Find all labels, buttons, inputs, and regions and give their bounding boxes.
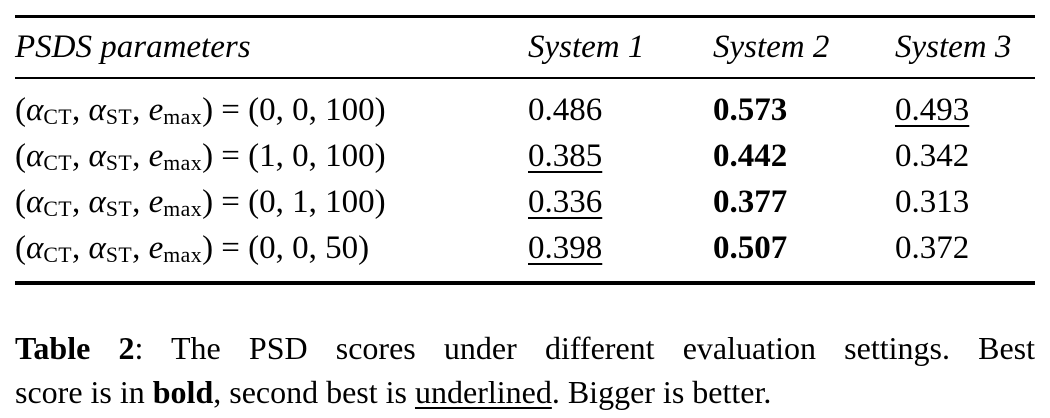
header-row: PSDS parameters System 1 System 2 System… bbox=[15, 16, 1035, 79]
alpha-symbol: α bbox=[88, 230, 106, 266]
score-cell: 0.486 bbox=[528, 78, 713, 133]
separator: , bbox=[132, 230, 149, 266]
score-value: 0.507 bbox=[713, 230, 788, 266]
e-symbol: e bbox=[148, 184, 164, 220]
score-value: 0.372 bbox=[895, 230, 970, 266]
subscript-ct: CT bbox=[43, 150, 73, 175]
open-paren: ( bbox=[15, 184, 26, 220]
score-cell: 0.342 bbox=[895, 133, 1035, 179]
separator: , bbox=[132, 184, 149, 220]
score-value: 0.313 bbox=[895, 184, 970, 220]
alpha-symbol: α bbox=[88, 184, 106, 220]
score-value: 0.377 bbox=[713, 184, 788, 220]
open-paren: ( bbox=[15, 92, 26, 128]
alpha-symbol: α bbox=[26, 138, 44, 174]
subscript-st: ST bbox=[105, 196, 133, 221]
alpha-symbol: α bbox=[26, 92, 44, 128]
equals-sign: ) = bbox=[202, 138, 249, 174]
score-cell: 0.313 bbox=[895, 179, 1035, 225]
caption-segment: . Bigger is better. bbox=[551, 374, 772, 410]
score-value: 0.573 bbox=[713, 92, 788, 128]
caption-line-1: Table 2: The PSD scores under different … bbox=[15, 326, 1035, 370]
subscript-max: max bbox=[163, 242, 203, 267]
score-value: 0.486 bbox=[528, 92, 603, 128]
score-cell: 0.336 bbox=[528, 179, 713, 225]
subscript-st: ST bbox=[105, 150, 133, 175]
score-cell: 0.507 bbox=[713, 225, 895, 283]
alpha-symbol: α bbox=[88, 138, 106, 174]
score-cell: 0.442 bbox=[713, 133, 895, 179]
score-value: 0.385 bbox=[528, 138, 603, 174]
table-row: (αCT, αST, emax) = (0, 0, 50) 0.398 0.507 0… bbox=[15, 225, 1035, 283]
alpha-symbol: α bbox=[26, 184, 44, 220]
table-row: (αCT, αST, emax) = (0, 0, 100) 0.486 0.573… bbox=[15, 78, 1035, 133]
score-cell: 0.573 bbox=[713, 78, 895, 133]
subscript-st: ST bbox=[105, 104, 133, 129]
separator: , bbox=[72, 138, 89, 174]
header-system-2: System 2 bbox=[713, 16, 895, 79]
open-paren: ( bbox=[15, 230, 26, 266]
alpha-symbol: α bbox=[26, 230, 44, 266]
setting-tuple: (0, 0, 50) bbox=[248, 230, 370, 266]
separator: , bbox=[132, 138, 149, 174]
table-row: (αCT, αST, emax) = (0, 1, 100) 0.336 0.377… bbox=[15, 179, 1035, 225]
setting-tuple: (0, 0, 100) bbox=[248, 92, 386, 128]
subscript-st: ST bbox=[105, 242, 133, 267]
caption-segment: : The PSD scores under different evaluat… bbox=[134, 330, 1036, 366]
param-cell: (αCT, αST, emax) = (0, 1, 100) bbox=[15, 179, 528, 225]
table-row: (αCT, αST, emax) = (1, 0, 100) 0.385 0.442… bbox=[15, 133, 1035, 179]
separator: , bbox=[72, 230, 89, 266]
alpha-symbol: α bbox=[88, 92, 106, 128]
header-psds-parameters: PSDS parameters bbox=[15, 16, 528, 79]
score-value: 0.342 bbox=[895, 138, 970, 174]
score-cell: 0.493 bbox=[895, 78, 1035, 133]
equals-sign: ) = bbox=[202, 230, 249, 266]
e-symbol: e bbox=[148, 230, 164, 266]
param-cell: (αCT, αST, emax) = (0, 0, 100) bbox=[15, 78, 528, 133]
subscript-ct: CT bbox=[43, 104, 73, 129]
caption-line-2: score is in bold, second best is underli… bbox=[15, 370, 1035, 414]
score-value: 0.493 bbox=[895, 92, 970, 128]
open-paren: ( bbox=[15, 138, 26, 174]
subscript-max: max bbox=[163, 150, 203, 175]
psds-scores-table: PSDS parameters System 1 System 2 System… bbox=[15, 15, 1035, 285]
caption-segment: underlined bbox=[414, 374, 552, 410]
score-cell: 0.372 bbox=[895, 225, 1035, 283]
subscript-ct: CT bbox=[43, 242, 73, 267]
caption-segment: score is in bbox=[15, 374, 153, 410]
table-body: (αCT, αST, emax) = (0, 0, 100) 0.486 0.573… bbox=[15, 78, 1035, 283]
score-value: 0.398 bbox=[528, 230, 603, 266]
separator: , bbox=[72, 184, 89, 220]
param-cell: (αCT, αST, emax) = (1, 0, 100) bbox=[15, 133, 528, 179]
table-caption: Table 2: The PSD scores under different … bbox=[15, 326, 1035, 414]
header-system-3: System 3 bbox=[895, 16, 1035, 79]
caption-segment: , second best is bbox=[213, 374, 415, 410]
caption-segment: bold bbox=[152, 374, 214, 410]
subscript-max: max bbox=[163, 196, 203, 221]
table-header: PSDS parameters System 1 System 2 System… bbox=[15, 16, 1035, 79]
subscript-ct: CT bbox=[43, 196, 73, 221]
score-cell: 0.377 bbox=[713, 179, 895, 225]
e-symbol: e bbox=[148, 92, 164, 128]
equals-sign: ) = bbox=[202, 184, 249, 220]
separator: , bbox=[72, 92, 89, 128]
score-value: 0.336 bbox=[528, 184, 603, 220]
e-symbol: e bbox=[148, 138, 164, 174]
setting-tuple: (0, 1, 100) bbox=[248, 184, 386, 220]
equals-sign: ) = bbox=[202, 92, 249, 128]
score-cell: 0.398 bbox=[528, 225, 713, 283]
score-cell: 0.385 bbox=[528, 133, 713, 179]
param-cell: (αCT, αST, emax) = (0, 0, 50) bbox=[15, 225, 528, 283]
setting-tuple: (1, 0, 100) bbox=[248, 138, 386, 174]
header-system-1: System 1 bbox=[528, 16, 713, 79]
caption-segment: Table 2 bbox=[15, 330, 135, 366]
separator: , bbox=[132, 92, 149, 128]
score-value: 0.442 bbox=[713, 138, 788, 174]
subscript-max: max bbox=[163, 104, 203, 129]
